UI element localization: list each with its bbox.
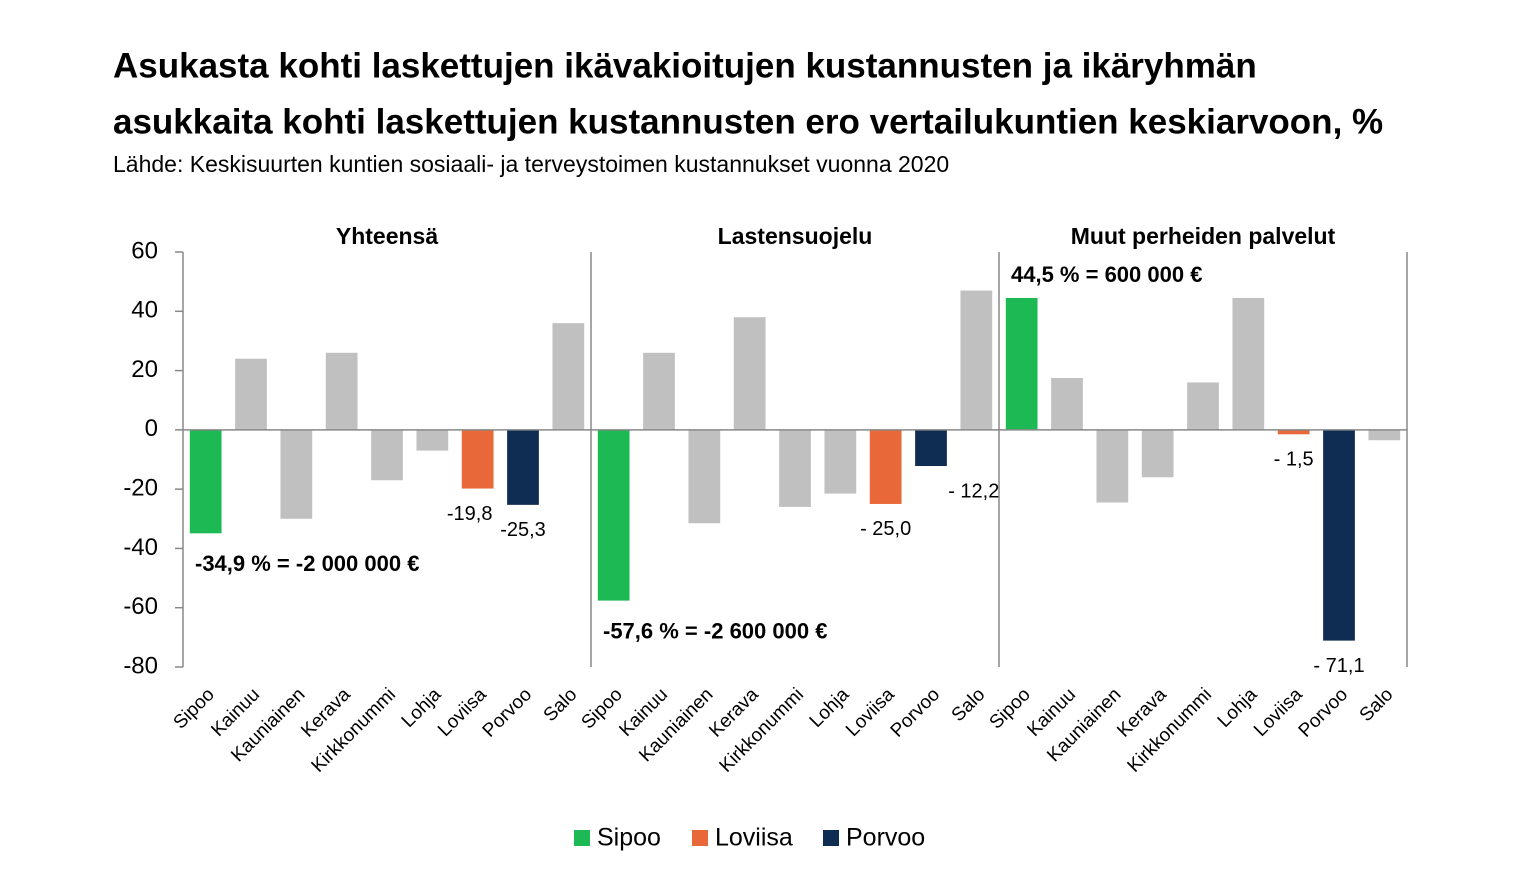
bar [597,429,630,601]
y-tick-label: -80 [123,652,158,679]
legend-swatch [574,830,590,846]
data-label: - 71,1 [1313,655,1364,677]
bar [189,429,222,534]
bar [779,429,811,507]
bar [643,352,675,430]
y-tick-label: 20 [131,356,158,383]
legend-label: Porvoo [846,824,925,852]
bar [1051,377,1083,430]
data-label: - 1,5 [1274,449,1314,471]
bar [235,358,267,430]
bar [1141,429,1174,478]
chart-subtitle: Lähde: Keskisuurten kuntien sosiaali- ja… [113,151,949,177]
annotation: 44,5 % = 600 000 € [1011,262,1202,287]
y-tick-label: 0 [145,415,158,442]
x-tick-label: Porvoo [479,684,536,741]
y-tick-label: 40 [131,297,158,324]
x-tick-label: Loviisa [434,684,491,741]
bar [1096,429,1129,503]
bar [325,352,358,430]
data-label: -19,8 [447,503,493,525]
bar [915,429,947,467]
data-label: -25,3 [500,519,546,541]
data-label: - 25,0 [860,518,911,540]
bar [1232,297,1265,430]
panel-title: Muut perheiden palvelut [1071,223,1336,249]
annotation: -34,9 % = -2 000 000 € [195,551,419,576]
bar [824,429,857,494]
bar [461,429,494,489]
data-label: - 12,2 [948,480,999,502]
x-tick-label: Loviisa [842,684,899,741]
bar [416,429,449,451]
legend-label: Loviisa [715,824,793,852]
bar [1277,429,1310,435]
panel-title: Yhteensä [336,223,438,249]
bar [688,429,721,524]
bar [960,290,993,430]
x-tick-label: Porvoo [1295,684,1352,741]
bar [1323,429,1355,641]
y-tick-label: -20 [123,474,158,501]
chart-title: asukkaita kohti laskettujen kustannusten… [113,102,1383,141]
x-tick-label: Porvoo [887,684,944,741]
bar [869,429,902,504]
y-tick-label: 60 [131,237,158,264]
legend-swatch [692,830,708,846]
bar [280,429,313,519]
x-tick-label: Salo [540,684,582,726]
annotation: -57,6 % = -2 600 000 € [603,618,827,643]
panel-title: Lastensuojelu [718,223,873,249]
bar [733,317,766,430]
y-tick-label: -40 [123,534,158,561]
bar [371,429,403,481]
legend-swatch [823,830,839,846]
x-tick-label: Salo [1356,684,1398,726]
chart-title: Asukasta kohti laskettujen ikävakioituje… [113,46,1257,85]
bar [507,429,539,505]
bar [1187,382,1219,430]
bar [1005,297,1038,430]
y-tick-label: -60 [123,593,158,620]
bar [1368,429,1401,441]
x-tick-label: Loviisa [1250,684,1307,741]
legend-label: Sipoo [597,824,661,852]
x-tick-label: Salo [948,684,990,726]
bar [552,323,585,430]
